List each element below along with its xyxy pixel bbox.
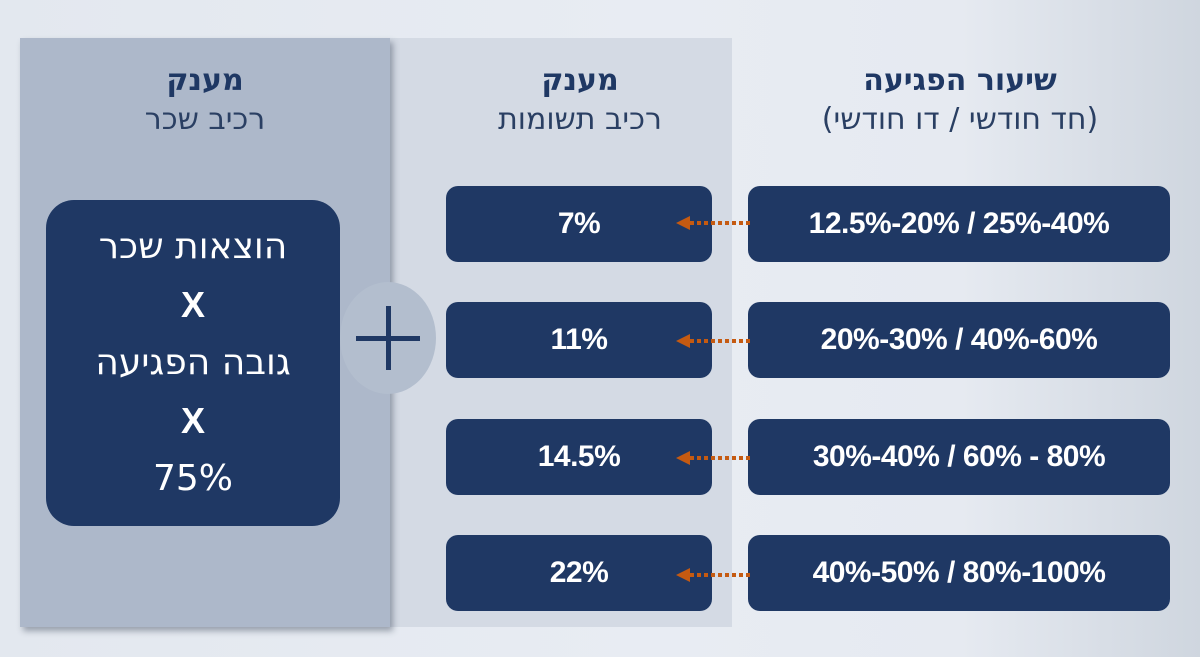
inputs-header-subtitle: רכיב תשומות xyxy=(498,102,662,137)
formula-damage-level: גובה הפגיעה xyxy=(95,342,291,383)
salary-header-subtitle: רכיב שכר xyxy=(144,102,266,137)
damage-rate-box: 20%-30% / 40%-60% xyxy=(748,302,1170,378)
damage-rate-box: 12.5%-20% / 25%-40% xyxy=(748,186,1170,262)
formula-percentage: 75% xyxy=(153,458,234,499)
multiply-symbol: X xyxy=(181,284,206,325)
damage-rate-header-subtitle: (חד חודשי / דו חודשי) xyxy=(821,102,1099,137)
arrow-left-icon xyxy=(676,568,750,582)
arrow-left-icon xyxy=(676,216,750,230)
arrow-left-icon xyxy=(676,334,750,348)
salary-component-header: מענק רכיב שכר xyxy=(20,62,390,140)
arrow-left-icon xyxy=(676,451,750,465)
grant-rate-box: 11% xyxy=(446,302,712,378)
formula-salary-expenses: הוצאות שכר xyxy=(98,226,288,267)
damage-rate-box: 40%-50% / 80%-100% xyxy=(748,535,1170,611)
salary-formula-box: הוצאות שכר X גובה הפגיעה X 75% xyxy=(46,200,340,526)
plus-icon xyxy=(356,306,420,370)
damage-rate-header: שיעור הפגיעה (חד חודשי / דו חודשי) xyxy=(760,62,1160,140)
inputs-component-header: מענק רכיב תשומות xyxy=(410,62,750,140)
grant-rate-box: 14.5% xyxy=(446,419,712,495)
damage-rate-header-title: שיעור הפגיעה xyxy=(863,63,1057,98)
grant-rate-box: 22% xyxy=(446,535,712,611)
damage-rate-box: 30%-40% / 60% - 80% xyxy=(748,419,1170,495)
salary-header-title: מענק xyxy=(166,63,244,98)
inputs-header-title: מענק xyxy=(541,63,619,98)
grant-rate-box: 7% xyxy=(446,186,712,262)
multiply-symbol: X xyxy=(181,400,206,441)
